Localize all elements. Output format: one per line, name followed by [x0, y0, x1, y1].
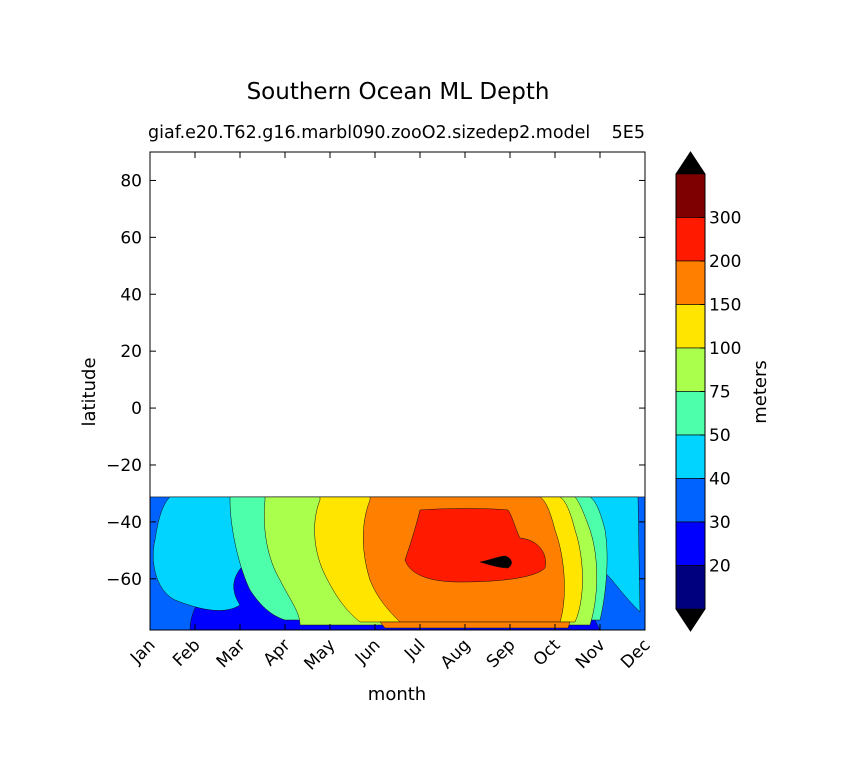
plot-area: [149, 151, 646, 631]
colorbar-tick-label: 40: [709, 470, 731, 490]
x-tick-label: Mar: [213, 635, 250, 672]
colorbar-extend-min: [676, 609, 705, 631]
colorbar-swatch: [675, 173, 706, 218]
y-tick-label: 0: [131, 399, 142, 419]
y-tick-label: −60: [106, 570, 142, 590]
colorbar-swatch: [675, 478, 706, 523]
x-tick-label: Jun: [351, 635, 385, 669]
x-tick-label: Jul: [400, 635, 429, 664]
colorbar-swatch: [675, 260, 706, 305]
x-axis-label: month: [368, 684, 426, 705]
y-tick-label: −20: [106, 456, 142, 476]
x-tick-label: Jan: [126, 635, 159, 668]
colorbar-extend-max: [676, 152, 705, 174]
y-axis-label: latitude: [79, 357, 100, 426]
chart-subtitle-overlap: 5E5: [612, 123, 645, 143]
x-tick-label: Oct: [530, 635, 565, 670]
contour-band: [379, 621, 571, 629]
colorbar-outline: [675, 151, 706, 632]
y-tick-label: 20: [120, 342, 142, 362]
colorbar-tick-label: 20: [709, 557, 731, 577]
colorbar-swatch: [675, 391, 706, 436]
y-tick-label: −40: [106, 513, 142, 533]
colorbar: 20 30 40 50 75 100 150 200 300: [675, 151, 741, 632]
chart-title: Southern Ocean ML Depth: [247, 79, 550, 105]
axes-frame: [149, 151, 646, 631]
contour-band: [479, 555, 512, 569]
colorbar-tick-label: 300: [709, 209, 741, 229]
y-tick-label: 80: [120, 171, 142, 191]
colorbar-swatch: [675, 434, 706, 479]
colorbar-tick-label: 100: [709, 339, 741, 359]
y-tick-label: 60: [120, 228, 142, 248]
x-tick-label: May: [301, 635, 340, 674]
y-axis: 80 60 40 20 0 −20 −40 −60: [106, 171, 645, 590]
y-tick-label: 40: [120, 285, 142, 305]
x-tick-label: Feb: [169, 635, 204, 670]
colorbar-swatch: [675, 347, 706, 392]
x-tick-label: Nov: [572, 635, 610, 673]
colorbar-tick-label: 75: [709, 383, 731, 403]
x-tick-label: Dec: [617, 635, 654, 672]
x-tick-label: Aug: [437, 635, 475, 673]
colorbar-label: meters: [750, 360, 771, 424]
colorbar-swatch: [675, 304, 706, 349]
colorbar-tick-label: 50: [709, 426, 731, 446]
colorbar-swatch: [675, 217, 706, 262]
x-tick-label: Sep: [483, 635, 520, 672]
colorbar-tick-label: 200: [709, 252, 741, 272]
colorbar-tick-label: 150: [709, 296, 741, 316]
colorbar-swatch: [675, 565, 706, 610]
colorbar-swatch: [675, 521, 706, 566]
x-tick-label: Apr: [260, 635, 295, 670]
chart-subtitle: giaf.e20.T62.g16.marbl090.zooO2.sizedep2…: [148, 123, 590, 143]
colorbar-tick-label: 30: [709, 513, 731, 533]
